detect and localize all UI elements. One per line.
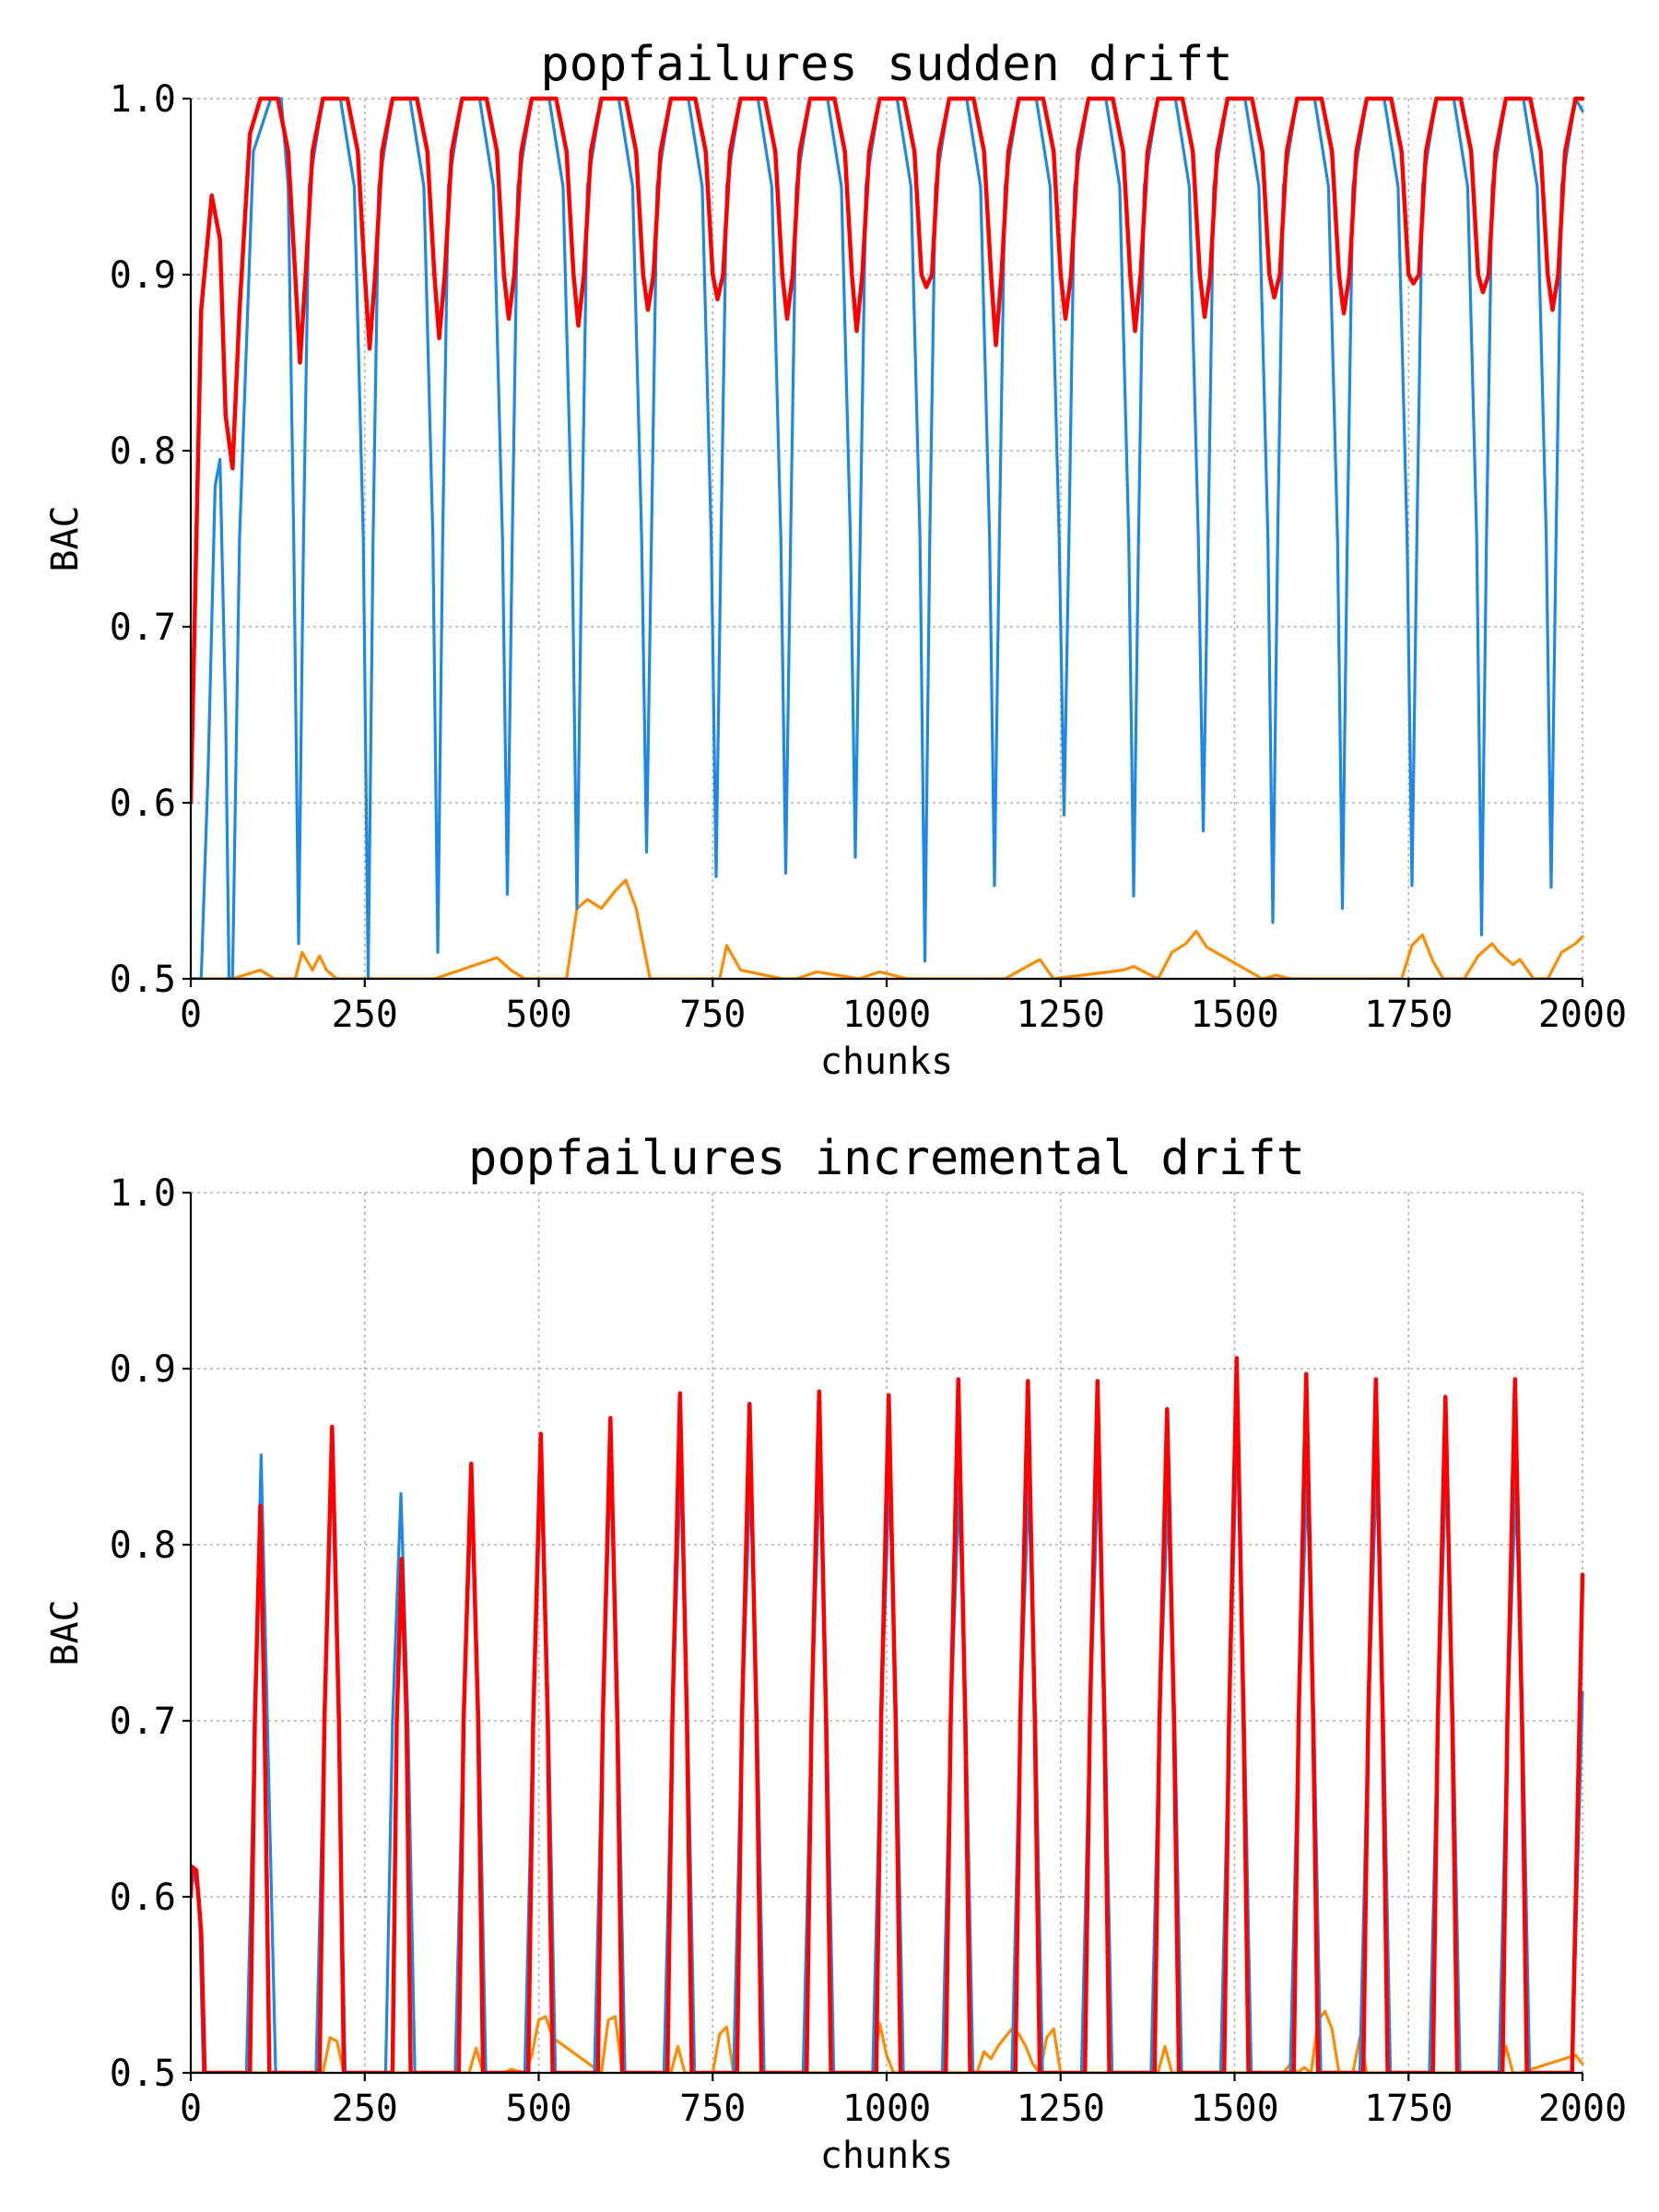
x-tick-label: 500: [505, 2088, 571, 2130]
y-tick-label: 0.9: [110, 1348, 176, 1391]
x-tick-label: 2000: [1538, 994, 1627, 1036]
x-tick-label: 1000: [842, 994, 931, 1036]
y-tick-label: 0.8: [110, 430, 176, 473]
x-tick-label: 1000: [842, 2088, 931, 2130]
y-tick-label: 1.0: [110, 1172, 176, 1215]
y-tick-label: 0.5: [110, 959, 176, 1001]
chart-panel-1: 0 250 500 750 1000 1250 1500 1750 2000 0.5 0.6 0.7 0…: [44, 37, 1627, 1083]
y-tick-label: 0.7: [110, 606, 176, 649]
x-tick-label: 750: [679, 994, 746, 1036]
chart-panel-2: 0 250 500 750 1000 1250 1500 1750 2000 0.5 0.6 0.7 0…: [44, 1131, 1627, 2177]
x-tick-label: 0: [180, 2088, 202, 2130]
x-tick-label: 750: [679, 2088, 746, 2130]
x-axis-label: chunks: [820, 1041, 954, 1083]
x-tick-label: 1250: [1017, 2088, 1105, 2130]
y-tick-label: 0.6: [110, 782, 176, 825]
x-axis-label: chunks: [820, 2135, 954, 2177]
x-tick-label: 1750: [1364, 994, 1453, 1036]
x-tick-label: 1500: [1190, 2088, 1278, 2130]
series-line-1: [191, 2009, 1584, 2073]
x-tick-label: 500: [505, 994, 571, 1036]
chart-title: popfailures incremental drift: [468, 1131, 1305, 1186]
y-tick-label: 1.0: [110, 78, 176, 121]
series-group: [191, 96, 1585, 979]
y-tick-label: 0.8: [110, 1524, 176, 1567]
y-tick-label: 0.7: [110, 1700, 176, 1743]
chart-title: popfailures sudden drift: [540, 37, 1232, 92]
y-axis-label: BAC: [44, 505, 87, 571]
x-tick-label: 1500: [1190, 994, 1278, 1036]
y-tick-label: 0.9: [110, 254, 176, 297]
x-tick-label: 250: [332, 2088, 398, 2130]
y-axis-label: BAC: [44, 1599, 87, 1665]
series-line-1: [191, 878, 1584, 979]
y-tick-label: 0.6: [110, 1877, 176, 1919]
x-tick-label: 250: [332, 994, 398, 1036]
series-group: [191, 1356, 1585, 2073]
series-line-3: [191, 96, 1585, 806]
x-tick-label: 1250: [1017, 994, 1105, 1036]
x-tick-label: 2000: [1538, 2088, 1627, 2130]
series-line-3: [191, 1356, 1585, 2073]
x-tick-label: 1750: [1364, 2088, 1453, 2130]
x-tick-label: 0: [180, 994, 202, 1036]
y-tick-label: 0.5: [110, 2053, 176, 2095]
